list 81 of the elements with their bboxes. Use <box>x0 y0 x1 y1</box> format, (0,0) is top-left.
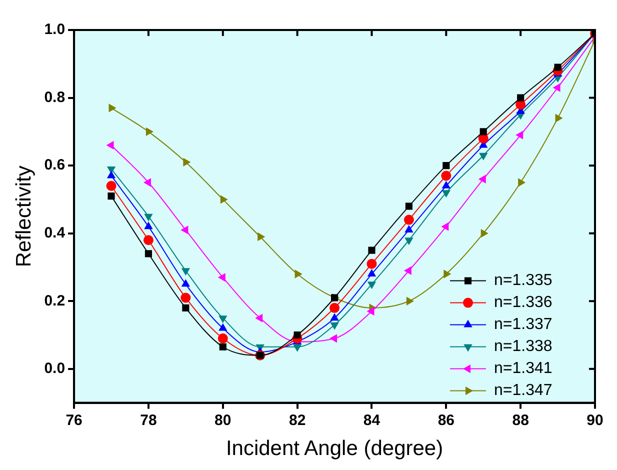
legend-label: n=1.335 <box>494 272 552 290</box>
point <box>144 222 153 230</box>
x-tick-label: 80 <box>214 412 232 429</box>
point <box>180 226 188 234</box>
point <box>143 178 151 187</box>
point <box>108 104 116 112</box>
point <box>292 344 302 352</box>
point <box>441 222 449 231</box>
point <box>366 306 374 316</box>
y-tick-label: 0.2 <box>44 292 66 310</box>
x-tick-label: 86 <box>438 412 454 429</box>
y-tick-label: 1.0 <box>44 21 66 38</box>
point <box>406 296 414 306</box>
y-axis-title: Reflectivity <box>12 165 36 268</box>
point <box>330 302 340 313</box>
y-tick-label: 0.8 <box>44 88 66 106</box>
point <box>444 270 452 278</box>
point <box>442 190 450 198</box>
point <box>330 334 338 343</box>
point <box>106 140 114 150</box>
x-tick-label: 84 <box>363 412 381 429</box>
point <box>404 214 414 225</box>
point <box>218 323 228 331</box>
x-tick-label: 76 <box>66 412 82 429</box>
point <box>181 279 190 287</box>
point <box>258 232 266 242</box>
point <box>442 180 450 188</box>
x-axis-title: Incident Angle (degree) <box>226 437 444 460</box>
point <box>517 94 524 102</box>
legend-label: n=1.336 <box>494 294 552 312</box>
point <box>143 235 154 246</box>
y-tick-label: 0.4 <box>44 224 66 242</box>
point <box>219 343 226 350</box>
point <box>478 174 486 184</box>
point <box>404 224 414 232</box>
point <box>330 313 339 321</box>
y-tick-label: 0.0 <box>44 360 66 378</box>
legend-label: n=1.341 <box>494 360 552 378</box>
point <box>330 322 339 330</box>
point <box>108 192 115 200</box>
point <box>518 178 526 187</box>
point <box>554 64 562 71</box>
point <box>366 258 377 269</box>
point <box>106 180 116 191</box>
point <box>441 170 452 181</box>
x-tick-label: 88 <box>512 412 529 429</box>
x-tick-label: 82 <box>288 412 306 429</box>
point <box>144 214 153 222</box>
y-tick-label: 0.6 <box>44 156 66 174</box>
point <box>516 130 524 140</box>
point <box>405 202 412 210</box>
point <box>555 114 563 122</box>
point <box>220 195 228 204</box>
point <box>479 152 488 160</box>
x-tick-label: 90 <box>586 412 604 429</box>
point <box>218 333 228 344</box>
point <box>106 170 116 178</box>
point <box>480 128 487 136</box>
point <box>218 316 228 324</box>
legend-label: n=1.337 <box>494 316 552 334</box>
point <box>144 250 152 258</box>
point <box>552 83 560 92</box>
legend-label: n=1.338 <box>494 338 552 356</box>
point <box>442 162 450 170</box>
point <box>180 292 191 303</box>
x-tick-label: 78 <box>140 412 157 429</box>
point <box>404 266 412 275</box>
point <box>404 238 414 246</box>
legend-label: n=1.347 <box>494 382 552 400</box>
point <box>182 304 190 312</box>
point <box>367 282 376 290</box>
point <box>146 127 154 136</box>
point <box>183 158 191 167</box>
point <box>181 268 190 276</box>
point <box>294 270 302 278</box>
point <box>480 229 488 238</box>
point <box>294 331 301 339</box>
point <box>368 246 376 254</box>
point <box>218 273 226 282</box>
point <box>255 314 263 322</box>
point <box>367 269 376 277</box>
